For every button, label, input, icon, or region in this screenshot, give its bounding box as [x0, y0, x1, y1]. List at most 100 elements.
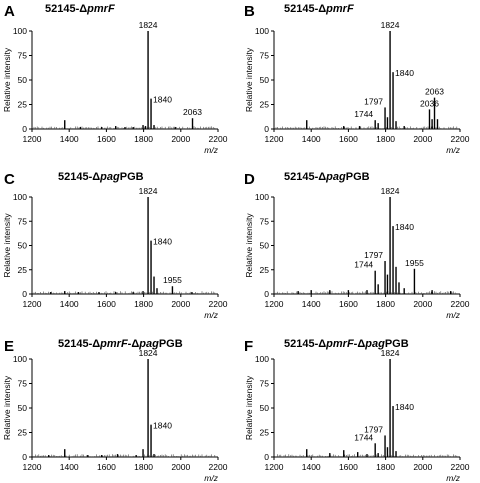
x-tick-label: 1800	[376, 462, 395, 472]
peak-label: 1955	[405, 258, 424, 268]
peak-label: 1824	[381, 20, 400, 30]
baseline-noise	[33, 291, 216, 294]
peak-label: 1797	[364, 96, 383, 106]
peak-label: 1744	[354, 109, 373, 119]
peak-label: 1824	[381, 348, 400, 358]
y-tick-label: 100	[255, 192, 269, 202]
y-tick-label: 25	[260, 265, 270, 275]
title-part: 52145-Δ	[58, 171, 100, 183]
y-tick-label: 0	[22, 452, 27, 462]
y-tick-label: 25	[18, 428, 28, 438]
y-axis-label: Relative intensity	[244, 375, 254, 440]
x-tick-label: 1400	[302, 462, 321, 472]
x-tick-label: 1400	[302, 134, 321, 144]
peak-label: 1840	[153, 237, 172, 247]
x-tick-label: 1200	[265, 462, 284, 472]
panel-label: B	[244, 3, 255, 20]
panel-c: C 52145-ΔpagPGB 0 25 50 75 100 1200 1400 1600 1800…	[2, 171, 228, 320]
x-tick-label: 2000	[413, 134, 432, 144]
peak-label: 1840	[153, 421, 172, 431]
panel-label: E	[4, 338, 14, 355]
x-tick-label: 1400	[60, 134, 79, 144]
panel-title: 52145-ΔpmrF	[284, 3, 354, 15]
peak-label: 1955	[163, 275, 182, 285]
y-tick-label: 100	[13, 26, 27, 36]
peak-label: 1824	[139, 186, 158, 196]
panel-label: A	[4, 3, 15, 20]
panel-title: 52145-ΔpmrF-ΔpagPGB	[58, 338, 183, 350]
title-part: 52145-Δ	[284, 171, 326, 183]
title-part: PGB	[159, 338, 183, 350]
peak-label: 1840	[395, 68, 414, 78]
title-part: pmrF	[99, 338, 128, 350]
x-tick-label: 1600	[97, 134, 116, 144]
peak-label: 2063	[183, 107, 202, 117]
y-tick-label: 25	[260, 428, 270, 438]
x-tick-label: 1400	[302, 299, 321, 309]
x-tick-label: 2000	[171, 299, 190, 309]
x-tick-label: 1200	[23, 134, 42, 144]
x-tick-label: 1200	[23, 299, 42, 309]
x-tick-label: 1600	[97, 462, 116, 472]
panel-title: 52145-ΔpmrF	[45, 3, 115, 15]
peak-label: 1797	[364, 424, 383, 434]
x-tick-label: 2200	[451, 134, 470, 144]
title-part: PGB	[120, 171, 144, 183]
peak-label: 1744	[354, 260, 373, 270]
panel-title: 52145-ΔpmrF-ΔpagPGB	[284, 338, 409, 350]
x-axis-label: m/z	[204, 145, 218, 155]
x-axis-label: m/z	[446, 473, 460, 483]
title-part: -Δ	[354, 338, 366, 350]
peak-label: 1824	[381, 186, 400, 196]
baseline-noise	[33, 454, 216, 457]
title-part: -Δ	[128, 338, 140, 350]
panel-title: 52145-ΔpagPGB	[284, 171, 370, 183]
x-tick-label: 1800	[376, 299, 395, 309]
y-tick-label: 75	[18, 216, 28, 226]
title-part: pmrF	[325, 338, 354, 350]
peak-label: 2063	[425, 87, 444, 97]
title-part: pag	[99, 171, 120, 183]
x-tick-label: 1800	[134, 134, 153, 144]
peak-label: 1840	[395, 222, 414, 232]
title-part: 52145-Δ	[58, 338, 100, 350]
y-axis-label: Relative intensity	[2, 213, 12, 278]
y-tick-label: 0	[264, 124, 269, 134]
peak-label: 1824	[139, 20, 158, 30]
y-tick-label: 25	[260, 100, 270, 110]
y-tick-label: 50	[260, 75, 270, 85]
title-part: pag	[325, 171, 346, 183]
title-part: 52145-Δ	[45, 3, 87, 15]
panel-label: F	[244, 338, 253, 355]
title-part: pmrF	[86, 3, 115, 15]
x-tick-label: 1200	[23, 462, 42, 472]
x-tick-label: 2000	[413, 462, 432, 472]
panel-a: A 52145-ΔpmrF 0 25 50 75 100 1200 1400 1600 1800 20…	[2, 3, 228, 155]
panel-b: B 52145-ΔpmrF 0 25 50 75 100 1200 1400 1600 1800 20…	[244, 3, 470, 155]
peak-label: 1840	[395, 402, 414, 412]
y-tick-label: 50	[18, 403, 28, 413]
x-tick-label: 1400	[60, 299, 79, 309]
x-tick-label: 2200	[451, 299, 470, 309]
y-tick-label: 100	[13, 192, 27, 202]
y-tick-label: 0	[22, 124, 27, 134]
y-tick-label: 100	[255, 26, 269, 36]
y-tick-label: 75	[18, 379, 28, 389]
y-tick-label: 0	[264, 289, 269, 299]
x-tick-label: 1800	[134, 462, 153, 472]
y-tick-label: 75	[260, 216, 270, 226]
x-tick-label: 2200	[209, 134, 228, 144]
x-tick-label: 1600	[339, 299, 358, 309]
x-tick-label: 1400	[60, 462, 79, 472]
y-tick-label: 0	[264, 452, 269, 462]
y-tick-label: 75	[18, 51, 28, 61]
y-tick-label: 100	[255, 354, 269, 364]
x-tick-label: 1200	[265, 134, 284, 144]
title-part: 52145-Δ	[284, 338, 326, 350]
peak-label: 1824	[139, 348, 158, 358]
panel-label: D	[244, 171, 255, 188]
x-axis-label: m/z	[446, 310, 460, 320]
peak-label: 1840	[153, 95, 172, 105]
x-tick-label: 1800	[134, 299, 153, 309]
